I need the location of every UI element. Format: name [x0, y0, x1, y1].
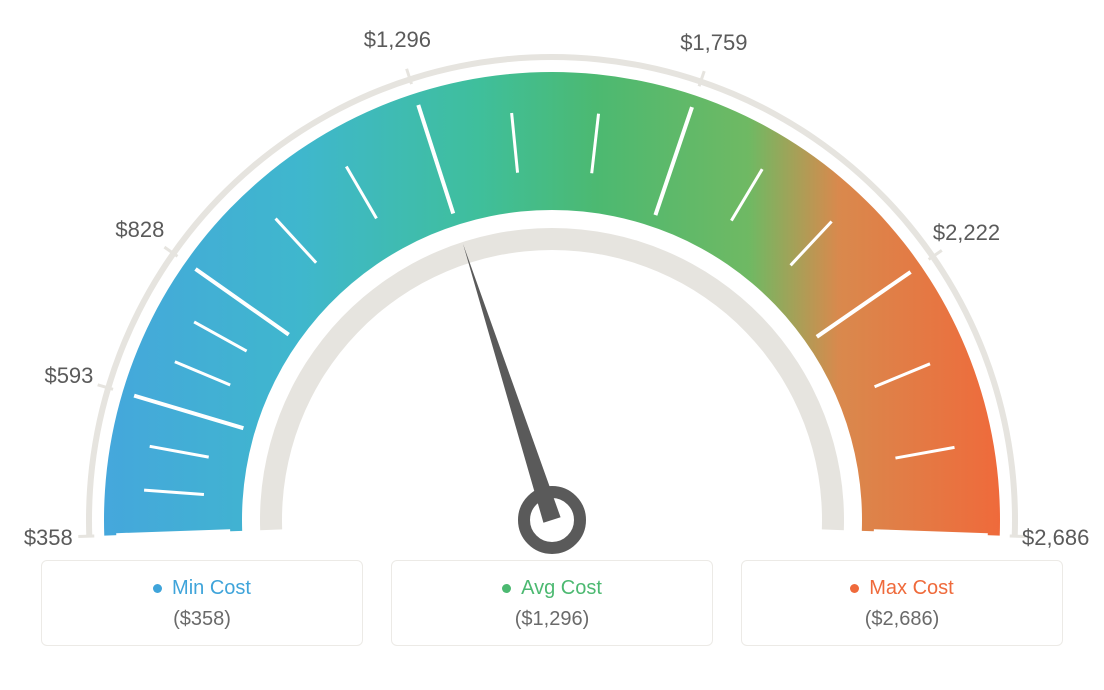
legend-row: Min Cost ($358) Avg Cost ($1,296) Max Cost ($…	[0, 560, 1104, 646]
legend-title-text: Min Cost	[172, 577, 251, 600]
legend-title: Min Cost	[153, 577, 251, 600]
legend-title-text: Max Cost	[869, 577, 953, 600]
legend-dot-icon	[502, 584, 511, 593]
legend-title-text: Avg Cost	[521, 577, 602, 600]
gauge-tick-label: $828	[115, 217, 164, 243]
legend-dot-icon	[850, 584, 859, 593]
gauge-svg	[0, 0, 1104, 560]
legend-card-avg: Avg Cost ($1,296)	[391, 560, 713, 646]
gauge-tick-label: $358	[24, 525, 73, 551]
legend-card-max: Max Cost ($2,686)	[741, 560, 1063, 646]
gauge-tick-label: $2,686	[1022, 525, 1089, 551]
legend-dot-icon	[153, 584, 162, 593]
gauge-tick-label: $1,759	[680, 30, 747, 56]
gauge-tick-label: $593	[44, 363, 93, 389]
legend-title: Avg Cost	[502, 577, 602, 600]
gauge-tick-label: $1,296	[364, 27, 431, 53]
legend-title: Max Cost	[850, 577, 953, 600]
legend-card-min: Min Cost ($358)	[41, 560, 363, 646]
legend-value: ($1,296)	[392, 608, 712, 631]
cost-gauge-chart: $358 $593 $828 $1,296 $1,759 $2,222 $2,686	[0, 0, 1104, 560]
gauge-tick-label: $2,222	[933, 220, 1000, 246]
legend-value: ($2,686)	[742, 608, 1062, 631]
legend-value: ($358)	[42, 608, 362, 631]
